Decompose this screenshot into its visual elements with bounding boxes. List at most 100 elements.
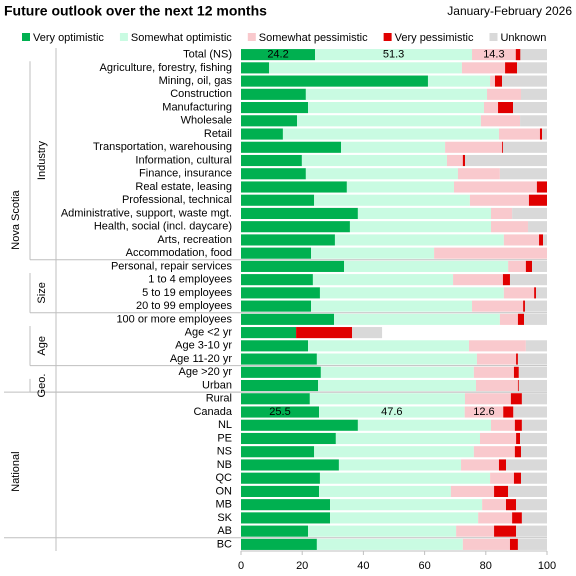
bar-segment (330, 499, 483, 511)
data-label: 12.6 (473, 406, 494, 418)
bar-segment (282, 128, 499, 140)
bar-segment (241, 194, 315, 206)
bar-segment (473, 366, 514, 378)
bar-segment (309, 393, 465, 405)
bar-segment (472, 49, 516, 61)
bar-segment (308, 340, 469, 352)
y-tick-label: Accommodation, food (126, 247, 232, 259)
bar-segment (534, 287, 536, 299)
bar-segment (532, 260, 547, 272)
bar-segment (296, 327, 353, 339)
bar-segment (469, 194, 529, 206)
bar-segment (241, 274, 313, 286)
y-tick-label: Professional, technical (122, 194, 232, 206)
bar-segment (335, 432, 480, 445)
bar-segment (517, 62, 547, 74)
bar-segment (453, 181, 537, 193)
bar-segment (503, 287, 535, 299)
bar-segment (539, 234, 544, 246)
bar-segment (468, 340, 526, 352)
bar-segment (521, 512, 547, 524)
legend-swatch (247, 33, 256, 41)
bar-segment (513, 102, 547, 114)
y-tick-label: Mining, oil, gas (159, 75, 233, 87)
legend-swatch (119, 33, 128, 41)
y-tick-label: Urban (202, 379, 232, 391)
bar-segment (320, 366, 474, 378)
bar-segment (490, 75, 495, 87)
y-tick-label: Canada (193, 406, 232, 418)
bar-segment (352, 327, 383, 339)
bar-segment (305, 88, 488, 100)
x-tick-label: 40 (357, 560, 369, 572)
x-tick-label: 100 (538, 560, 556, 572)
bar-segment (499, 168, 547, 180)
bar-segment (483, 102, 499, 114)
group-label: Nova Scotia (10, 190, 22, 250)
y-tick-label: Age 3-10 yr (175, 340, 232, 352)
group-label: National (10, 451, 22, 491)
legend-swatch (489, 33, 498, 41)
bar-segment (357, 419, 492, 431)
x-tick-label: 20 (296, 560, 308, 572)
y-tick-label: PE (217, 432, 232, 444)
bar-segment (464, 393, 511, 405)
bar-segment (241, 168, 306, 180)
bar-segment (344, 260, 509, 272)
y-tick-label: Age >20 yr (178, 366, 232, 378)
bar-segment (450, 485, 495, 497)
bar-segment (521, 393, 547, 405)
bar-segment (241, 499, 331, 511)
bar-segment (314, 194, 470, 206)
bar-segment (334, 234, 504, 246)
bar-segment (520, 446, 547, 458)
group-label: Age (36, 336, 48, 356)
bar-segment (241, 313, 335, 325)
bar-segment (462, 154, 465, 167)
bar-segment (457, 168, 500, 180)
bar-segment (518, 366, 547, 378)
bar-segment (515, 49, 521, 61)
bar-segment (349, 221, 492, 233)
y-tick-label: 1 to 4 employees (148, 274, 232, 286)
bar-segment (241, 340, 309, 352)
y-tick-label: Rural (206, 393, 232, 405)
bar-segment (319, 485, 451, 497)
bar-segment (241, 115, 297, 127)
bar-segment (517, 353, 547, 365)
bar-segment (512, 207, 547, 220)
bar-segment (528, 194, 547, 206)
bar-segment (520, 88, 547, 100)
bar-segment (241, 459, 339, 471)
bar-segment (312, 274, 454, 286)
bar-segment (542, 128, 547, 140)
data-label: 14.3 (483, 49, 504, 61)
bar-segment (453, 274, 503, 286)
bar-segment (318, 379, 477, 392)
bar-segment (241, 446, 315, 458)
group-label: Industry (36, 140, 48, 180)
bar-segment (536, 181, 547, 193)
bar-segment (472, 300, 524, 312)
bar-segment (241, 287, 320, 299)
bar-segment (241, 327, 297, 339)
bar-segment (241, 419, 358, 431)
bar-segment (524, 300, 547, 312)
bar-segment (520, 432, 547, 445)
bar-segment (241, 128, 283, 140)
bar-segment (508, 485, 547, 497)
y-tick-label: NB (217, 459, 232, 471)
bar-segment (513, 366, 519, 378)
y-tick-label: Manufacturing (162, 101, 232, 113)
bar-segment (516, 353, 518, 365)
bar-segment (535, 287, 547, 299)
bar-segment (505, 459, 547, 471)
bar-segment (241, 221, 350, 233)
bar-segment (241, 75, 428, 87)
bar-segment (461, 62, 506, 74)
x-tick-label: 60 (418, 560, 430, 572)
x-tick-label: 0 (238, 560, 244, 572)
bar-segment (502, 141, 547, 153)
bar-segment (476, 379, 518, 392)
bar-segment (319, 406, 465, 418)
